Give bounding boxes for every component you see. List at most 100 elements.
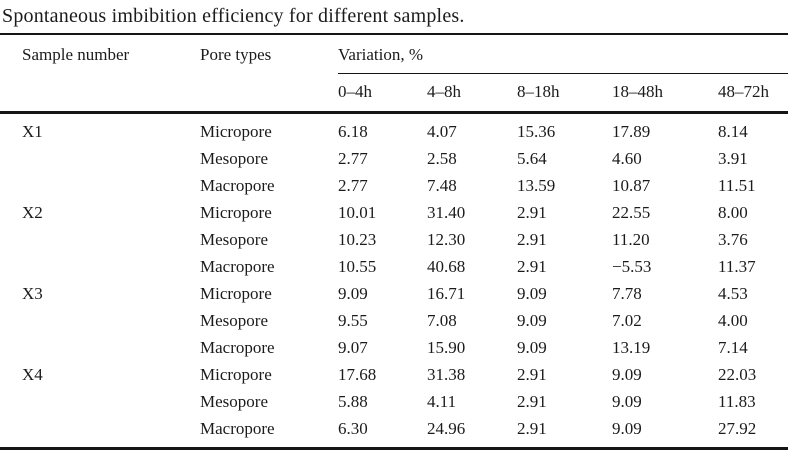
value-cell-8-18h: 9.09 <box>517 284 547 303</box>
sample-number-cell: X4 <box>22 365 43 384</box>
value-cell-18-48h: 13.19 <box>612 338 651 357</box>
value-cell-48-72h: 11.83 <box>718 392 756 411</box>
value-cell-0-4h: 10.55 <box>338 257 377 276</box>
value-cell-0-4h: 5.88 <box>338 392 368 411</box>
column-header-4-8h: 4–8h <box>427 82 461 101</box>
value-cell-8-18h: 2.91 <box>517 365 547 384</box>
imbibition-efficiency-table: Sample number Pore types Variation, % 0–… <box>0 33 788 450</box>
value-cell-4-8h: 2.58 <box>427 149 457 168</box>
column-header-18-48h: 18–48h <box>612 82 663 101</box>
sample-number-cell <box>0 416 200 449</box>
value-cell-4-8h: 7.48 <box>427 176 457 195</box>
pore-type-cell: Mesopore <box>200 392 268 411</box>
value-cell-18-48h: 9.09 <box>612 365 642 384</box>
pore-type-cell: Micropore <box>200 365 272 384</box>
sample-number-cell <box>0 335 200 362</box>
table-body: X1 Micropore 6.18 4.07 15.36 17.89 8.14 Mesopor… <box>0 113 788 449</box>
table-caption: Spontaneous imbibition efficiency for di… <box>2 5 465 27</box>
table-row: Macropore 6.30 24.96 2.91 9.09 27.92 <box>0 416 788 449</box>
table-row: Mesopore 9.55 7.08 9.09 7.02 4.00 <box>0 308 788 335</box>
value-cell-48-72h: 8.14 <box>718 122 748 141</box>
table-row: Macropore 10.55 40.68 2.91 −5.53 11.37 <box>0 254 788 281</box>
value-cell-8-18h: 2.91 <box>517 419 547 438</box>
value-cell-18-48h: 7.02 <box>612 311 642 330</box>
value-cell-48-72h: 7.14 <box>718 338 748 357</box>
value-cell-18-48h: 4.60 <box>612 149 642 168</box>
header-row-main: Sample number Pore types Variation, % <box>0 34 788 74</box>
value-cell-18-48h: 17.89 <box>612 122 651 141</box>
pore-type-cell: Macropore <box>200 257 275 276</box>
value-cell-48-72h: 27.92 <box>718 419 757 438</box>
value-cell-8-18h: 9.09 <box>517 311 547 330</box>
value-cell-48-72h: 8.00 <box>718 203 748 222</box>
value-cell-18-48h: 7.78 <box>612 284 642 303</box>
value-cell-0-4h: 6.30 <box>338 419 368 438</box>
value-cell-48-72h: 22.03 <box>718 365 757 384</box>
value-cell-18-48h: 9.09 <box>612 392 642 411</box>
sample-number-cell: X1 <box>22 122 43 141</box>
value-cell-18-48h: 22.55 <box>612 203 651 222</box>
header-row-times: 0–4h 4–8h 8–18h 18–48h 48–72h <box>0 74 788 113</box>
value-cell-0-4h: 2.77 <box>338 176 368 195</box>
value-cell-0-4h: 17.68 <box>338 365 377 384</box>
table-row: Macropore 2.77 7.48 13.59 10.87 11.51 <box>0 173 788 200</box>
value-cell-4-8h: 40.68 <box>427 257 466 276</box>
value-cell-48-72h: 4.53 <box>718 284 748 303</box>
value-cell-8-18h: 15.36 <box>517 122 556 141</box>
table-header: Sample number Pore types Variation, % 0–… <box>0 34 788 113</box>
pore-type-cell: Macropore <box>200 176 275 195</box>
value-cell-4-8h: 7.08 <box>427 311 457 330</box>
pore-type-cell: Macropore <box>200 419 275 438</box>
value-cell-8-18h: 9.09 <box>517 338 547 357</box>
sample-number-cell: X2 <box>22 203 43 222</box>
value-cell-8-18h: 2.91 <box>517 203 547 222</box>
value-cell-18-48h: −5.53 <box>612 257 652 276</box>
sample-number-cell <box>0 146 200 173</box>
table-row: Mesopore 2.77 2.58 5.64 4.60 3.91 <box>0 146 788 173</box>
value-cell-8-18h: 2.91 <box>517 257 547 276</box>
sample-number-cell: X3 <box>22 284 43 303</box>
pore-type-cell: Mesopore <box>200 311 268 330</box>
value-cell-8-18h: 5.64 <box>517 149 547 168</box>
value-cell-8-18h: 13.59 <box>517 176 556 195</box>
column-header-sample-number: Sample number <box>22 45 130 64</box>
sample-number-cell <box>0 173 200 200</box>
value-cell-4-8h: 4.07 <box>427 122 457 141</box>
value-cell-4-8h: 15.90 <box>427 338 466 357</box>
value-cell-48-72h: 11.51 <box>718 176 756 195</box>
column-header-8-18h: 8–18h <box>517 82 560 101</box>
pore-type-cell: Micropore <box>200 284 272 303</box>
value-cell-48-72h: 4.00 <box>718 311 748 330</box>
value-cell-48-72h: 11.37 <box>718 257 756 276</box>
column-header-pore-types: Pore types <box>200 45 272 64</box>
value-cell-0-4h: 9.07 <box>338 338 368 357</box>
table-row: X2 Micropore 10.01 31.40 2.91 22.55 8.00 <box>0 200 788 227</box>
sample-number-cell <box>0 389 200 416</box>
column-header-48-72h: 48–72h <box>718 82 769 101</box>
pore-type-cell: Mesopore <box>200 149 268 168</box>
value-cell-4-8h: 31.40 <box>427 203 466 222</box>
table-row: X3 Micropore 9.09 16.71 9.09 7.78 4.53 <box>0 281 788 308</box>
table-row: Mesopore 5.88 4.11 2.91 9.09 11.83 <box>0 389 788 416</box>
value-cell-0-4h: 2.77 <box>338 149 368 168</box>
value-cell-0-4h: 6.18 <box>338 122 368 141</box>
table-row: X1 Micropore 6.18 4.07 15.36 17.89 8.14 <box>0 113 788 147</box>
value-cell-18-48h: 11.20 <box>612 230 650 249</box>
column-header-0-4h: 0–4h <box>338 82 372 101</box>
pore-type-cell: Macropore <box>200 338 275 357</box>
value-cell-18-48h: 10.87 <box>612 176 651 195</box>
value-cell-4-8h: 12.30 <box>427 230 466 249</box>
value-cell-8-18h: 2.91 <box>517 392 547 411</box>
value-cell-0-4h: 10.23 <box>338 230 377 249</box>
value-cell-4-8h: 31.38 <box>427 365 466 384</box>
sample-number-cell <box>0 227 200 254</box>
value-cell-4-8h: 4.11 <box>427 392 457 411</box>
pore-type-cell: Micropore <box>200 203 272 222</box>
value-cell-0-4h: 9.09 <box>338 284 368 303</box>
table-row: X4 Micropore 17.68 31.38 2.91 9.09 22.03 <box>0 362 788 389</box>
sample-number-cell <box>0 254 200 281</box>
value-cell-48-72h: 3.76 <box>718 230 748 249</box>
table-row: Mesopore 10.23 12.30 2.91 11.20 3.76 <box>0 227 788 254</box>
value-cell-4-8h: 24.96 <box>427 419 466 438</box>
